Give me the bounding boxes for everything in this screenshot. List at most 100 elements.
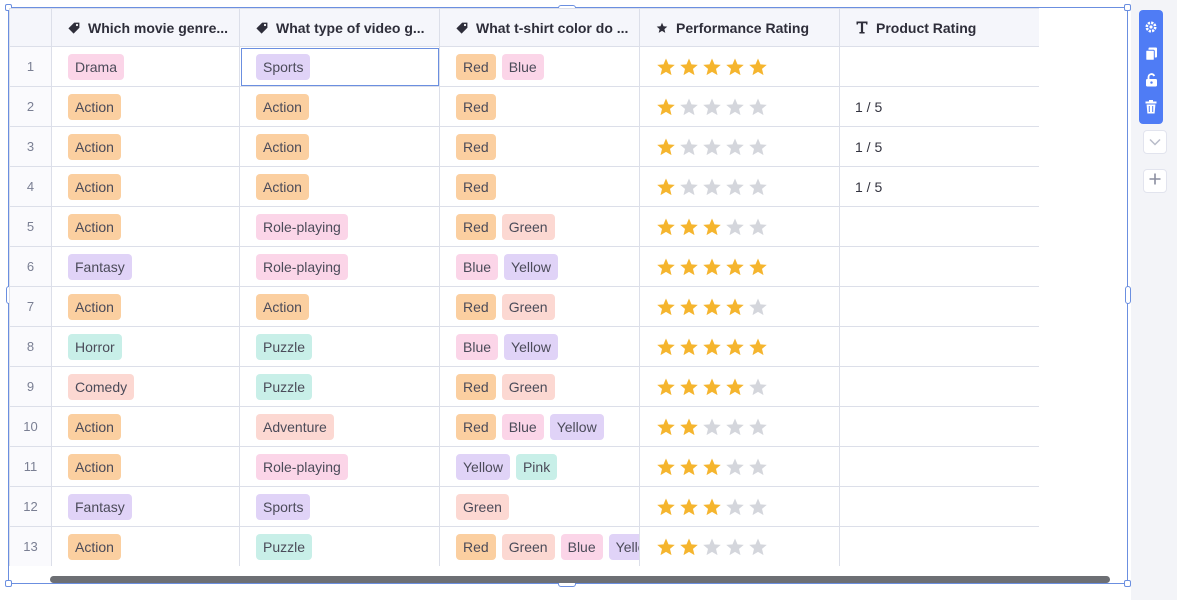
resize-handle-top-right[interactable] [1124, 4, 1131, 11]
star-icon[interactable] [679, 377, 699, 397]
color-cell[interactable]: Red [439, 166, 640, 207]
duplicate-icon[interactable] [1143, 46, 1159, 62]
star-icon[interactable] [656, 57, 676, 77]
game-cell[interactable]: Puzzle [239, 326, 440, 367]
star-icon[interactable] [748, 97, 768, 117]
column-header[interactable]: Product Rating [839, 8, 1039, 47]
product-rating-cell[interactable] [839, 46, 1039, 87]
star-icon[interactable] [656, 97, 676, 117]
performance-rating-cell[interactable] [639, 166, 840, 207]
star-icon[interactable] [656, 457, 676, 477]
star-icon[interactable] [725, 537, 745, 557]
star-icon[interactable] [748, 137, 768, 157]
genre-cell[interactable]: Action [51, 206, 240, 247]
color-cell[interactable]: Red Green [439, 286, 640, 327]
collapse-button[interactable] [1143, 130, 1167, 154]
star-icon[interactable] [656, 177, 676, 197]
star-icon[interactable] [748, 57, 768, 77]
performance-rating-cell[interactable] [639, 406, 840, 447]
star-icon[interactable] [679, 537, 699, 557]
performance-rating-cell[interactable] [639, 326, 840, 367]
star-icon[interactable] [702, 257, 722, 277]
star-icon[interactable] [656, 537, 676, 557]
product-rating-cell[interactable] [839, 406, 1039, 447]
star-icon[interactable] [679, 417, 699, 437]
star-icon[interactable] [656, 497, 676, 517]
game-cell[interactable]: Sports [239, 46, 440, 87]
product-rating-cell[interactable] [839, 446, 1039, 487]
game-cell[interactable]: Role-playing [239, 246, 440, 287]
column-header[interactable]: Performance Rating [639, 8, 840, 47]
color-cell[interactable]: Red [439, 86, 640, 127]
star-icon[interactable] [748, 497, 768, 517]
column-header[interactable]: What type of video g... [239, 8, 440, 47]
performance-rating-cell[interactable] [639, 126, 840, 167]
color-cell[interactable]: Blue Yellow [439, 326, 640, 367]
unlock-icon[interactable] [1143, 72, 1159, 88]
star-icon[interactable] [679, 297, 699, 317]
star-icon[interactable] [702, 217, 722, 237]
resize-handle-bottom-left[interactable] [5, 580, 12, 587]
star-icon[interactable] [748, 257, 768, 277]
performance-rating-cell[interactable] [639, 286, 840, 327]
star-icon[interactable] [656, 297, 676, 317]
game-cell[interactable]: Action [239, 286, 440, 327]
product-rating-cell[interactable]: 1 / 5 [839, 166, 1039, 207]
product-rating-cell[interactable] [839, 246, 1039, 287]
genre-cell[interactable]: Comedy [51, 366, 240, 407]
star-icon[interactable] [702, 177, 722, 197]
resize-handle-top-left[interactable] [5, 4, 12, 11]
game-cell[interactable]: Puzzle [239, 526, 440, 566]
genre-cell[interactable]: Fantasy [51, 486, 240, 527]
star-icon[interactable] [725, 257, 745, 277]
color-cell[interactable]: RedGreenBlueYellow [439, 526, 640, 566]
performance-rating-cell[interactable] [639, 46, 840, 87]
star-icon[interactable] [679, 337, 699, 357]
performance-rating-cell[interactable] [639, 486, 840, 527]
star-icon[interactable] [679, 497, 699, 517]
game-cell[interactable]: Adventure [239, 406, 440, 447]
genre-cell[interactable]: Horror [51, 326, 240, 367]
star-icon[interactable] [702, 377, 722, 397]
performance-rating-cell[interactable] [639, 206, 840, 247]
star-icon[interactable] [702, 457, 722, 477]
star-icon[interactable] [748, 177, 768, 197]
star-icon[interactable] [679, 217, 699, 237]
color-cell[interactable]: Red Blue [439, 46, 640, 87]
game-cell[interactable]: Puzzle [239, 366, 440, 407]
game-cell[interactable]: Role-playing [239, 206, 440, 247]
genre-cell[interactable]: Action [51, 86, 240, 127]
horizontal-scrollbar-thumb[interactable] [50, 576, 1110, 583]
performance-rating-cell[interactable] [639, 366, 840, 407]
add-button[interactable] [1143, 169, 1167, 193]
star-icon[interactable] [725, 297, 745, 317]
star-icon[interactable] [679, 257, 699, 277]
game-cell[interactable]: Role-playing [239, 446, 440, 487]
star-icon[interactable] [656, 377, 676, 397]
resize-handle-right[interactable] [1125, 286, 1131, 304]
column-header[interactable]: What t-shirt color do ... [439, 8, 640, 47]
genre-cell[interactable]: Action [51, 126, 240, 167]
star-icon[interactable] [725, 417, 745, 437]
star-icon[interactable] [702, 297, 722, 317]
genre-cell[interactable]: Action [51, 406, 240, 447]
product-rating-cell[interactable]: 1 / 5 [839, 86, 1039, 127]
performance-rating-cell[interactable] [639, 246, 840, 287]
star-icon[interactable] [679, 97, 699, 117]
game-cell[interactable]: Sports [239, 486, 440, 527]
genre-cell[interactable]: Action [51, 446, 240, 487]
color-cell[interactable]: Green [439, 486, 640, 527]
performance-rating-cell[interactable] [639, 526, 840, 566]
product-rating-cell[interactable] [839, 326, 1039, 367]
column-header[interactable]: Which movie genre... [51, 8, 240, 47]
performance-rating-cell[interactable] [639, 86, 840, 127]
star-icon[interactable] [748, 377, 768, 397]
star-icon[interactable] [702, 417, 722, 437]
star-icon[interactable] [748, 337, 768, 357]
star-icon[interactable] [725, 177, 745, 197]
star-icon[interactable] [702, 537, 722, 557]
star-icon[interactable] [656, 417, 676, 437]
star-icon[interactable] [748, 457, 768, 477]
product-rating-cell[interactable] [839, 206, 1039, 247]
star-icon[interactable] [656, 257, 676, 277]
